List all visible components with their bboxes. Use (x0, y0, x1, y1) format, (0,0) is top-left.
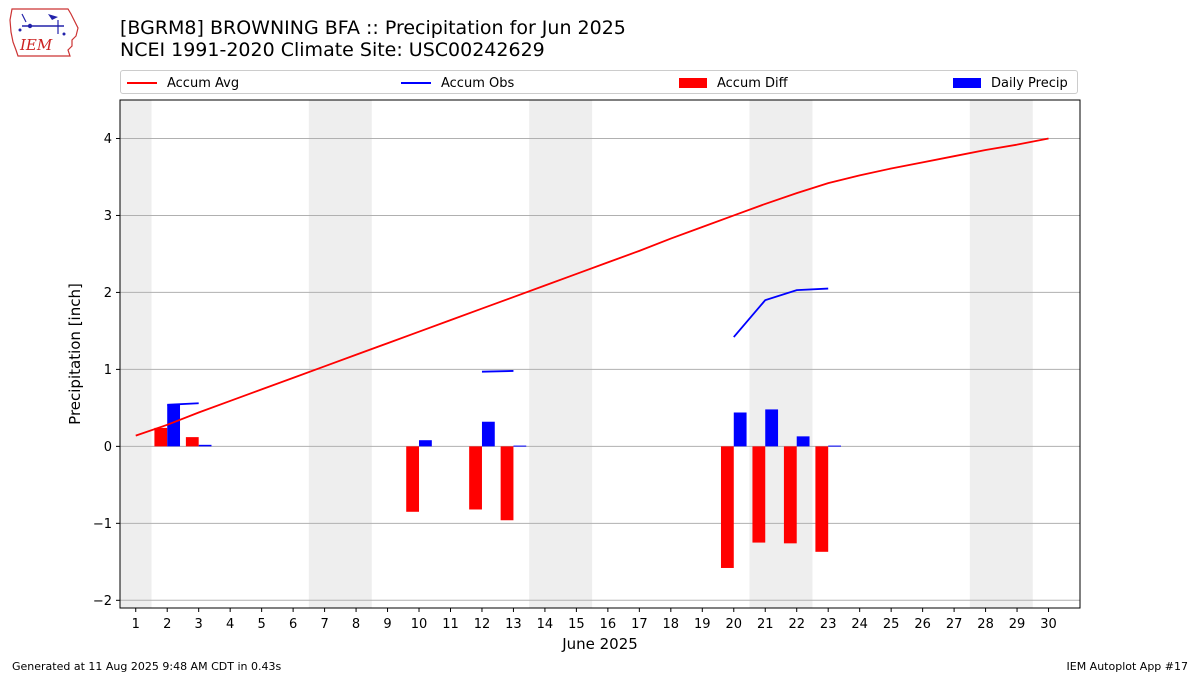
generated-footer: Generated at 11 Aug 2025 9:48 AM CDT in … (12, 660, 282, 673)
legend-swatch (401, 82, 431, 84)
accum-avg-line (135, 137, 1049, 437)
accum-diff-bar (815, 446, 829, 552)
iowa-state-map-icon (9, 8, 79, 57)
daily-precip-bar (513, 445, 527, 447)
legend-swatch (127, 82, 157, 84)
x-tick-label: 5 (257, 617, 265, 632)
accum-diff-bar (720, 446, 734, 568)
x-tick-label: 28 (977, 617, 994, 632)
x-tick-label: 19 (694, 617, 711, 632)
x-tick-label: 13 (505, 617, 522, 632)
daily-precip-bar (733, 412, 747, 447)
x-tick-label: 2 (163, 617, 171, 632)
legend-item-accum-obs: Accum Obs (401, 74, 514, 92)
legend-swatch (953, 78, 981, 88)
x-tick-label: 17 (631, 617, 648, 632)
logo-text: IEM (19, 36, 53, 54)
daily-precip-bar (167, 404, 181, 447)
accum-diff-bar (783, 446, 797, 544)
accum-diff-bar (154, 427, 168, 447)
x-tick-label: 30 (1040, 617, 1057, 632)
daily-precip-bar (828, 445, 841, 447)
x-tick-label: 9 (383, 617, 391, 632)
y-tick-label: 2 (104, 286, 112, 301)
daily-precip-bar (481, 421, 495, 447)
x-tick-label: 18 (663, 617, 680, 632)
x-tick-label: 27 (946, 617, 963, 632)
x-tick-label: 4 (226, 617, 234, 632)
accum-diff-bar (469, 446, 482, 510)
legend: Accum Avg Accum Obs Accum Diff Daily Pre… (120, 70, 1078, 94)
x-tick-label: 10 (411, 617, 428, 632)
x-tick-label: 16 (600, 617, 617, 632)
y-tick-label: 1 (104, 363, 112, 378)
weekend-shade (969, 100, 1033, 608)
weekend-shade (120, 100, 152, 608)
x-tick-label: 12 (474, 617, 491, 632)
legend-item-accum-diff: Accum Diff (679, 74, 788, 92)
x-tick-label: 14 (537, 617, 554, 632)
x-tick-label: 29 (1009, 617, 1026, 632)
x-tick-label: 24 (851, 617, 868, 632)
chart-subtitle: NCEI 1991-2020 Climate Site: USC00242629 (120, 39, 545, 61)
x-tick-label: 26 (914, 617, 931, 632)
x-tick-label: 20 (725, 617, 742, 632)
plot-frame (119, 99, 1081, 609)
weekend-shade (308, 100, 372, 608)
y-tick-label: −2 (93, 594, 112, 609)
daily-precip-bar (419, 440, 432, 447)
accum-obs-line (167, 402, 199, 406)
iem-logo: IEM (9, 8, 79, 57)
legend-swatch (679, 78, 707, 88)
y-tick-label: 3 (104, 209, 112, 224)
y-tick-label: 0 (104, 440, 112, 455)
x-tick-label: 22 (788, 617, 805, 632)
x-axis-label: June 2025 (561, 635, 638, 653)
app-footer: IEM Autoplot App #17 (1066, 660, 1189, 673)
x-tick-label: 11 (442, 617, 459, 632)
x-tick-label: 21 (757, 617, 774, 632)
legend-label: Accum Avg (167, 75, 240, 91)
daily-precip-bar (765, 409, 779, 447)
daily-precip-bar (796, 436, 810, 447)
x-tick-label: 15 (568, 617, 585, 632)
accum-diff-bar (185, 437, 199, 447)
legend-label: Accum Diff (717, 75, 788, 91)
x-tick-label: 1 (132, 617, 140, 632)
x-tick-label: 25 (883, 617, 900, 632)
weekend-shade (529, 100, 593, 608)
y-tick-label: 4 (104, 132, 112, 147)
accum-diff-bar (500, 446, 514, 521)
accum-diff-bar (406, 446, 420, 512)
legend-item-daily-precip: Daily Precip (953, 74, 1068, 92)
x-tick-label: 7 (320, 617, 328, 632)
x-tick-label: 23 (820, 617, 837, 632)
accum-diff-bar (752, 446, 766, 543)
x-tick-label: 8 (352, 617, 360, 632)
legend-item-accum-avg: Accum Avg (127, 74, 239, 92)
legend-label: Accum Obs (441, 75, 515, 91)
accum-obs-line (733, 287, 829, 338)
y-tick-label: −1 (93, 517, 112, 532)
accum-obs-line (481, 370, 514, 373)
legend-label: Daily Precip (991, 75, 1068, 91)
daily-precip-bar (198, 444, 212, 447)
x-tick-label: 6 (289, 617, 297, 632)
y-axis-label: Precipitation [inch] (66, 283, 84, 425)
chart-title: [BGRM8] BROWNING BFA :: Precipitation fo… (120, 17, 626, 39)
x-tick-label: 3 (195, 617, 203, 632)
